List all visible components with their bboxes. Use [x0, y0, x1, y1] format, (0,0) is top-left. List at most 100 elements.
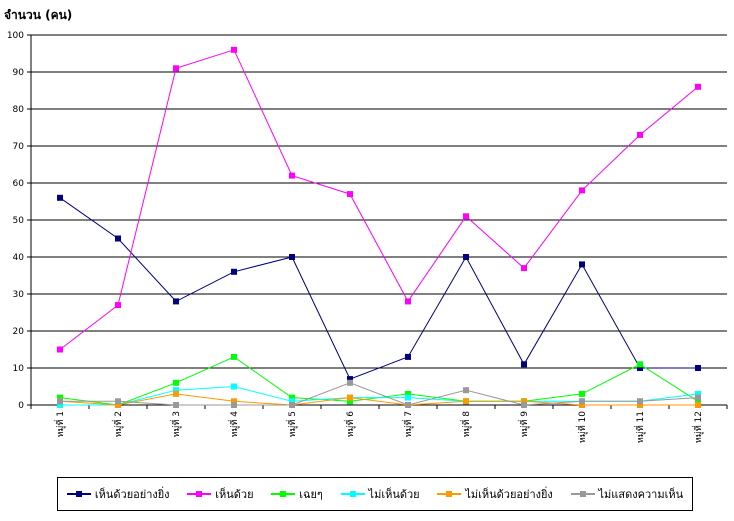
- data-point: [231, 398, 237, 405]
- data-point: [289, 402, 295, 408]
- data-point: [347, 394, 353, 401]
- data-point: [463, 387, 469, 394]
- series-line-2: [59, 49, 699, 350]
- legend-label: ไม่แสดงความเห็น: [598, 488, 684, 501]
- data-point: [405, 390, 411, 397]
- x-tick-label: หมู่ที่ 2: [111, 411, 124, 437]
- legend-label: เฉยๆ: [299, 488, 323, 501]
- data-point: [115, 235, 121, 242]
- data-point: [405, 353, 411, 360]
- data-point: [695, 398, 701, 405]
- data-point: [637, 402, 643, 408]
- data-point: [231, 353, 237, 360]
- data-point: [115, 398, 121, 405]
- data-point: [695, 394, 701, 401]
- legend-swatch: [340, 489, 365, 499]
- legend-label: เห็นด้วยอย่างยิ่ง: [94, 488, 170, 501]
- data-point: [231, 383, 237, 390]
- legend-swatch: [437, 489, 462, 499]
- data-point: [521, 402, 527, 408]
- data-point: [637, 131, 643, 138]
- legend-swatch: [271, 489, 296, 499]
- data-point: [521, 398, 527, 405]
- series-line-4: [60, 385, 699, 406]
- data-point: [637, 398, 643, 405]
- data-point: [173, 298, 179, 305]
- data-point: [289, 394, 295, 401]
- data-point: [405, 298, 411, 305]
- data-point: [173, 390, 179, 397]
- data-point: [347, 191, 353, 198]
- data-point: [695, 83, 701, 90]
- y-tick-label: 90: [13, 68, 25, 78]
- x-tick-label: หมู่ที่ 5: [285, 411, 298, 437]
- data-point: [637, 365, 643, 371]
- line-chart: 0 10 20 30 40 50 60 70 80 90 100 หมู่ที่ 1 หมู่ที่ 2…: [7, 31, 728, 443]
- data-point: [463, 398, 469, 405]
- data-point: [231, 46, 237, 53]
- data-point: [57, 346, 63, 353]
- data-point: [289, 398, 295, 405]
- data-point: [579, 261, 585, 268]
- legend-label: ไม่เห็นด้วย: [368, 488, 420, 501]
- data-point: [579, 187, 585, 194]
- data-point: [579, 402, 585, 408]
- data-point: [173, 379, 179, 386]
- data-point: [57, 398, 63, 405]
- data-point: [173, 387, 179, 394]
- legend-item-6: ไม่แสดงความเห็น: [570, 485, 684, 503]
- legend-item-3: เฉยๆ: [271, 485, 323, 503]
- x-tick-label: หมู่ที่ 3: [169, 411, 182, 437]
- data-point: [115, 402, 121, 408]
- data-point: [173, 65, 179, 72]
- data-point: [231, 268, 237, 275]
- data-point: [289, 254, 295, 260]
- data-point: [463, 254, 469, 260]
- data-point: [231, 402, 237, 408]
- data-point: [695, 402, 701, 408]
- data-point: [695, 390, 701, 397]
- data-point: [637, 361, 643, 368]
- x-tick-label: หมู่ที่ 10: [575, 411, 588, 443]
- data-point: [521, 265, 527, 272]
- legend-label: เห็นด้วย: [215, 488, 254, 501]
- series-line-1: [59, 197, 698, 380]
- y-tick-label: 100: [7, 31, 24, 41]
- data-point: [347, 379, 353, 386]
- data-point: [347, 376, 353, 383]
- legend-label: ไม่เห็นด้วยอย่างยิ่ง: [465, 488, 553, 501]
- x-tick-label: หมู่ที่ 4: [227, 411, 240, 438]
- data-point: [115, 302, 121, 309]
- data-point: [579, 398, 585, 405]
- data-point: [521, 361, 527, 368]
- data-point: [405, 394, 411, 401]
- legend-swatch: [66, 489, 91, 499]
- legend-item-2: เห็นด้วย: [187, 485, 254, 503]
- series-line-6: [60, 382, 699, 406]
- y-tick-label: 40: [13, 253, 25, 263]
- legend-item-4: ไม่เห็นด้วย: [340, 485, 420, 503]
- y-tick-label: 0: [18, 401, 24, 411]
- data-point: [405, 402, 411, 408]
- data-point: [57, 402, 63, 408]
- y-tick-label: 60: [13, 179, 25, 189]
- x-tick-label: หมู่ที่ 8: [459, 411, 472, 438]
- legend-swatch: [570, 489, 595, 499]
- legend-swatch: [187, 489, 212, 499]
- legend-item-1: เห็นด้วยอย่างยิ่ง: [66, 485, 170, 503]
- y-tick-label: 80: [13, 105, 25, 115]
- data-point: [173, 402, 179, 408]
- legend-item-5: ไม่เห็นด้วยอย่างยิ่ง: [437, 485, 553, 503]
- y-tick-label: 20: [13, 327, 25, 337]
- data-point: [463, 213, 469, 220]
- x-tick-label: หมู่ที่ 9: [517, 411, 530, 438]
- x-tick-label: หมู่ที่ 11: [633, 411, 646, 443]
- y-tick-label: 30: [13, 290, 25, 300]
- data-point: [347, 398, 353, 405]
- x-tick-label: หมู่ที่ 12: [691, 411, 704, 443]
- y-tick-label: 50: [13, 216, 25, 226]
- data-point: [289, 172, 295, 179]
- y-tick-label: 10: [13, 364, 25, 374]
- series-line-5: [59, 393, 698, 406]
- x-tick-label: หมู่ที่ 1: [53, 411, 66, 437]
